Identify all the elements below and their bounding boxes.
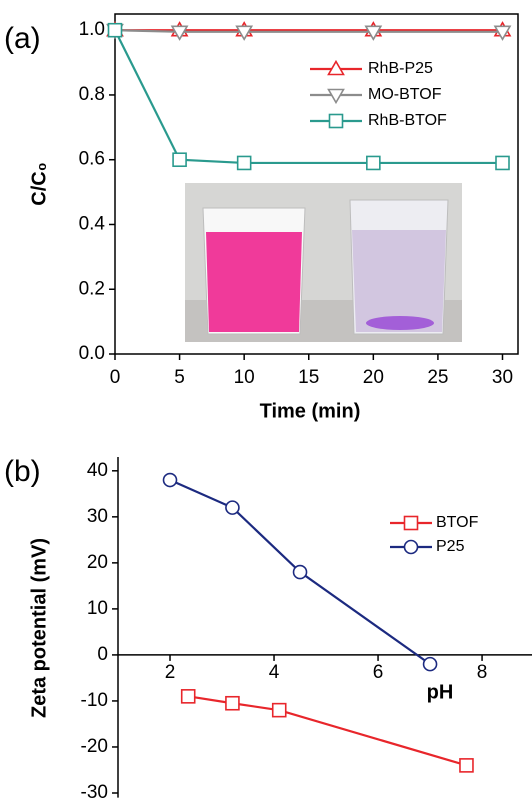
series-line xyxy=(169,479,431,666)
y-tick-label: 40 xyxy=(87,460,108,481)
x-tick-label: 15 xyxy=(298,367,319,388)
y-tick-label: 0.2 xyxy=(79,278,105,299)
legend-label: P25 xyxy=(436,538,465,555)
lavender-solution xyxy=(352,230,446,332)
y-tick-label: -30 xyxy=(81,782,108,798)
y-tick-label: 0.8 xyxy=(79,84,105,105)
legend-label: RhB-P25 xyxy=(368,60,433,77)
data-point xyxy=(271,702,287,718)
data-point xyxy=(366,155,381,171)
data-point xyxy=(180,689,196,704)
legend-marker xyxy=(403,539,419,555)
x-tick-label: 25 xyxy=(427,367,448,388)
legend-marker xyxy=(327,59,345,76)
series-line xyxy=(114,29,503,165)
data-point xyxy=(459,758,474,773)
x-tick-label: 20 xyxy=(363,367,384,388)
pink-solution xyxy=(206,232,302,332)
y-tick-label: 0 xyxy=(97,644,108,665)
legend-marker xyxy=(403,515,419,531)
y-tick-label: 20 xyxy=(87,552,108,573)
data-point xyxy=(493,25,512,41)
legend-label: RhB-BTOF xyxy=(368,112,447,129)
x-tick-label: 6 xyxy=(373,662,384,683)
sediment xyxy=(366,316,434,330)
plot-frame xyxy=(114,13,519,355)
legend-marker xyxy=(327,88,345,105)
x-tick-label: 4 xyxy=(269,662,280,683)
panel: 0.0 0.2 0.4 0.6 0.8 1.0 0 5 10 15 20 25 30 (a) Time (m… xyxy=(4,13,519,422)
x-tick-label: 30 xyxy=(492,367,513,388)
x-tick-label: 0 xyxy=(110,367,121,388)
y-tick-label: -10 xyxy=(81,690,108,711)
y-axis-label: C/C₀ xyxy=(28,162,50,205)
data-point xyxy=(235,25,254,41)
panel: -30 -20 -10 0 10 20 30 40 2 4 6 8 (b) pH Zeta potentia… xyxy=(4,455,532,798)
panel-label: (a) xyxy=(4,22,41,55)
data-point xyxy=(225,500,240,515)
data-point xyxy=(422,656,438,672)
y-axis-label: Zeta potential (mV) xyxy=(28,538,50,718)
y-tick-label: 30 xyxy=(87,506,108,527)
legend-label: BTOF xyxy=(436,514,479,531)
x-axis-label: Time (min) xyxy=(260,400,361,422)
panel-label: (b) xyxy=(4,455,41,488)
data-point xyxy=(495,155,510,171)
data-point xyxy=(292,564,308,580)
data-point xyxy=(170,25,189,41)
data-point xyxy=(364,25,383,41)
y-tick-label: -20 xyxy=(81,736,108,757)
y-tick-label: 10 xyxy=(87,598,108,619)
x-tick-label: 2 xyxy=(165,662,176,683)
data-point xyxy=(172,152,187,168)
data-point xyxy=(107,22,123,38)
y-tick-label: 0.6 xyxy=(79,149,105,170)
x-tick-label: 5 xyxy=(174,367,185,388)
legend-marker xyxy=(328,113,344,129)
x-tick-label: 10 xyxy=(234,367,255,388)
x-axis-label: pH xyxy=(427,681,454,703)
data-point xyxy=(162,472,178,488)
legend-label: MO-BTOF xyxy=(368,86,442,103)
series-line xyxy=(188,695,467,767)
y-tick-label: 0.4 xyxy=(79,213,106,234)
data-point xyxy=(225,695,240,711)
y-tick-label: 1.0 xyxy=(79,19,105,40)
inset-photo xyxy=(185,183,462,342)
data-point xyxy=(236,155,252,171)
y-tick-label: 0.0 xyxy=(79,343,105,364)
x-tick-label: 8 xyxy=(477,662,488,683)
